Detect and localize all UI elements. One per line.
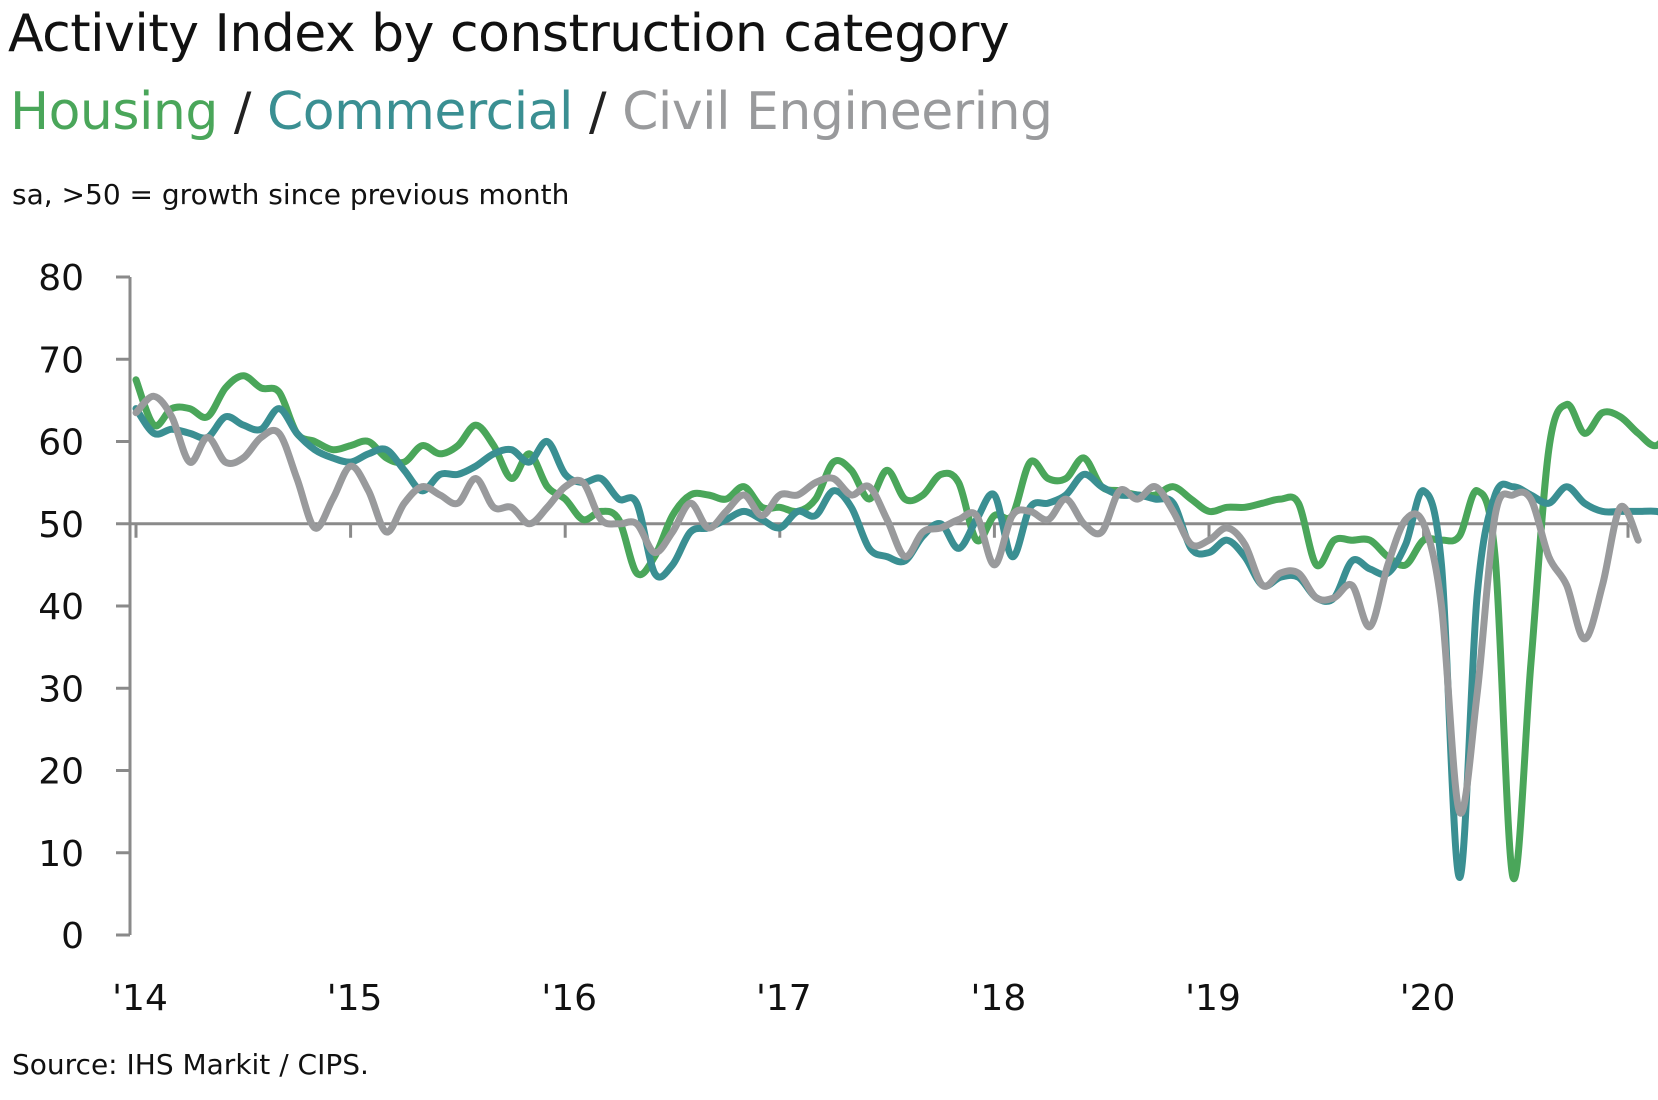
chart-series xyxy=(132,372,1658,883)
y-tick-label: 10 xyxy=(38,834,84,875)
y-tick-label: 70 xyxy=(38,340,84,381)
series-line-housing xyxy=(132,372,1658,883)
y-tick-label: 20 xyxy=(38,752,84,793)
legend-civil-engineering: Civil Engineering xyxy=(622,82,1053,142)
chart-axes xyxy=(116,275,1630,937)
x-tick-label: '19 xyxy=(1185,978,1241,1019)
series-line-civil-engineering xyxy=(132,392,1642,817)
y-tick-label: 0 xyxy=(61,916,84,957)
x-tick-label: '20 xyxy=(1400,978,1456,1019)
chart-source: Source: IHS Markit / CIPS. xyxy=(12,1048,369,1081)
x-tick-label: '15 xyxy=(327,978,383,1019)
y-tick-label: 50 xyxy=(38,505,84,546)
x-tick-label: '16 xyxy=(541,978,597,1019)
chart-note: sa, >50 = growth since previous month xyxy=(12,178,570,211)
legend-separator: / xyxy=(589,82,607,142)
x-tick-label: '14 xyxy=(112,978,168,1019)
y-tick-label: 30 xyxy=(38,669,84,710)
x-tick-label: '17 xyxy=(756,978,812,1019)
chart-legend-subtitle: Housing / Commercial / Civil Engineering xyxy=(10,82,1053,142)
y-tick-label: 60 xyxy=(38,423,84,464)
y-tick-label: 80 xyxy=(38,258,84,299)
x-tick-label: '18 xyxy=(971,978,1027,1019)
y-tick-label: 40 xyxy=(38,587,84,628)
legend-housing: Housing xyxy=(10,82,218,142)
legend-separator: / xyxy=(233,82,252,142)
chart-title: Activity Index by construction category xyxy=(8,4,1010,64)
chart-tick-labels: 0 10 20 30 40 50 60 70 80 '14 '15 '16 '17 '18 '19 '20 xyxy=(38,258,1455,1019)
legend-commercial: Commercial xyxy=(266,82,574,142)
